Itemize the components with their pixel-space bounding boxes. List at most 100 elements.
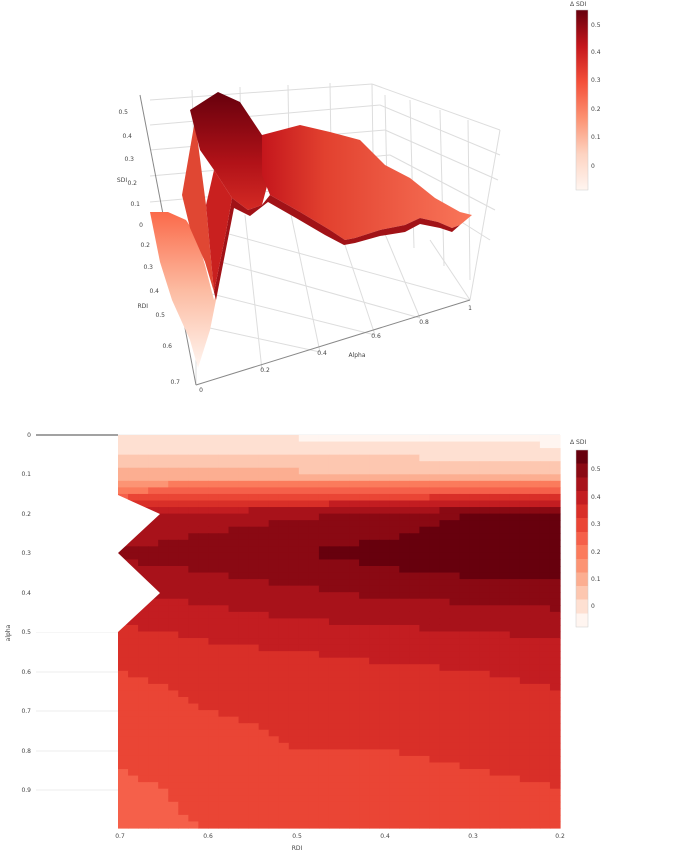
contour-cell — [509, 801, 521, 809]
contour-cell — [489, 736, 501, 744]
contour-cell — [238, 474, 250, 482]
contour-cell — [399, 677, 410, 685]
contour-cell — [389, 559, 400, 567]
contour-cell — [369, 723, 380, 731]
contour-cell — [178, 755, 189, 764]
y-tick: 0.5 — [21, 629, 31, 636]
contour-cell — [499, 592, 511, 600]
contour-cell — [349, 559, 360, 567]
contour-cell — [439, 801, 451, 809]
alpha-tick: 1 — [468, 305, 472, 312]
contour-cell — [258, 651, 270, 659]
contour-cell — [499, 572, 511, 580]
contour-cell — [479, 775, 491, 783]
contour-cell — [118, 651, 129, 659]
contour-cell — [298, 513, 310, 521]
contour-cell — [228, 762, 240, 770]
contour-cell — [308, 480, 320, 488]
contour-cell — [539, 618, 551, 626]
contour-cell — [359, 592, 370, 600]
contour-cell — [238, 435, 250, 443]
contour-cell — [469, 677, 481, 685]
contour-cell — [168, 618, 179, 626]
contour-cell — [158, 808, 169, 816]
contour-cell — [409, 539, 420, 547]
contour-cell — [198, 487, 210, 495]
contour-cell — [318, 670, 330, 678]
contour-cell — [439, 598, 451, 606]
contour-cell — [158, 769, 169, 777]
x-tick: 0.7 — [115, 833, 125, 840]
rdi-tick: 0.3 — [143, 264, 153, 271]
contour-cell — [339, 546, 350, 554]
contour-cell — [359, 572, 370, 580]
contour-cell — [228, 710, 240, 718]
contour-cell — [549, 788, 561, 796]
contour-cell — [339, 723, 350, 731]
contour-cell — [298, 782, 310, 790]
colorbar-tick: 0.3 — [591, 521, 601, 528]
contour-cell — [238, 552, 250, 561]
contour-cell — [489, 552, 501, 561]
contour-cell — [479, 736, 491, 744]
contour-cell — [419, 638, 431, 646]
contour-cell — [168, 664, 179, 672]
contour-cell — [429, 526, 441, 534]
contour-cell — [429, 618, 441, 626]
contour-cell — [168, 716, 179, 724]
contour-cell — [409, 749, 420, 757]
contour-cell — [268, 598, 280, 606]
contour-cell — [148, 736, 159, 744]
contour-cell — [118, 769, 129, 777]
contour-cell — [328, 638, 340, 646]
contour-cell — [118, 716, 129, 724]
contour-plot[interactable]: 0 0.1 0.2 0.3 0.4 0.5 0.6 0.7 0.8 0.9 al… — [0, 420, 681, 856]
contour-cell — [128, 618, 139, 626]
contour-cell — [449, 795, 461, 803]
contour-cell — [128, 644, 139, 652]
contour-cell — [399, 461, 410, 469]
contour-cell — [308, 683, 320, 692]
contour-cell — [198, 814, 210, 823]
surface-shadow-side — [206, 170, 232, 292]
contour-cell — [519, 690, 531, 698]
contour-cell — [389, 690, 400, 698]
contour-cell — [459, 585, 471, 593]
contour-cell — [449, 461, 461, 469]
contour-cell — [469, 461, 481, 469]
surface-plot[interactable]: 0.5 0.4 0.3 0.2 0.1 0 SDI 0.2 0.3 0.4 0.… — [0, 0, 681, 410]
contour-cell — [238, 814, 250, 823]
contour-cell — [318, 435, 330, 443]
contour-cell — [318, 749, 330, 757]
contour-cell — [419, 454, 431, 462]
contour-cell — [208, 703, 220, 711]
contour-cell — [158, 729, 169, 737]
contour-cell — [479, 670, 491, 678]
contour-cell — [168, 755, 179, 764]
contour-cell — [278, 585, 290, 593]
contour-cell — [509, 657, 521, 665]
contour-cell — [359, 821, 370, 829]
contour-cell — [479, 467, 491, 475]
contour-cell — [479, 631, 491, 639]
contour-cell — [359, 657, 370, 665]
contour-cell — [248, 788, 260, 796]
contour-cell — [308, 814, 320, 823]
contour-cell — [188, 513, 199, 521]
contour-cell — [479, 552, 491, 561]
contour-cell — [198, 500, 210, 508]
contour-cell — [258, 618, 270, 626]
contour-cell — [218, 507, 230, 515]
contour-cell — [128, 710, 139, 718]
contour-cell — [248, 618, 260, 626]
contour-cell — [389, 454, 400, 462]
contour-cell — [549, 638, 561, 646]
contour-cell — [459, 690, 471, 698]
contour-cell — [148, 480, 159, 488]
contour-cell — [288, 618, 300, 626]
contour-cell — [469, 474, 481, 482]
contour-cell — [318, 723, 330, 731]
contour-cell — [248, 821, 260, 829]
contour-cell — [519, 821, 531, 829]
contour-cell — [298, 480, 310, 488]
